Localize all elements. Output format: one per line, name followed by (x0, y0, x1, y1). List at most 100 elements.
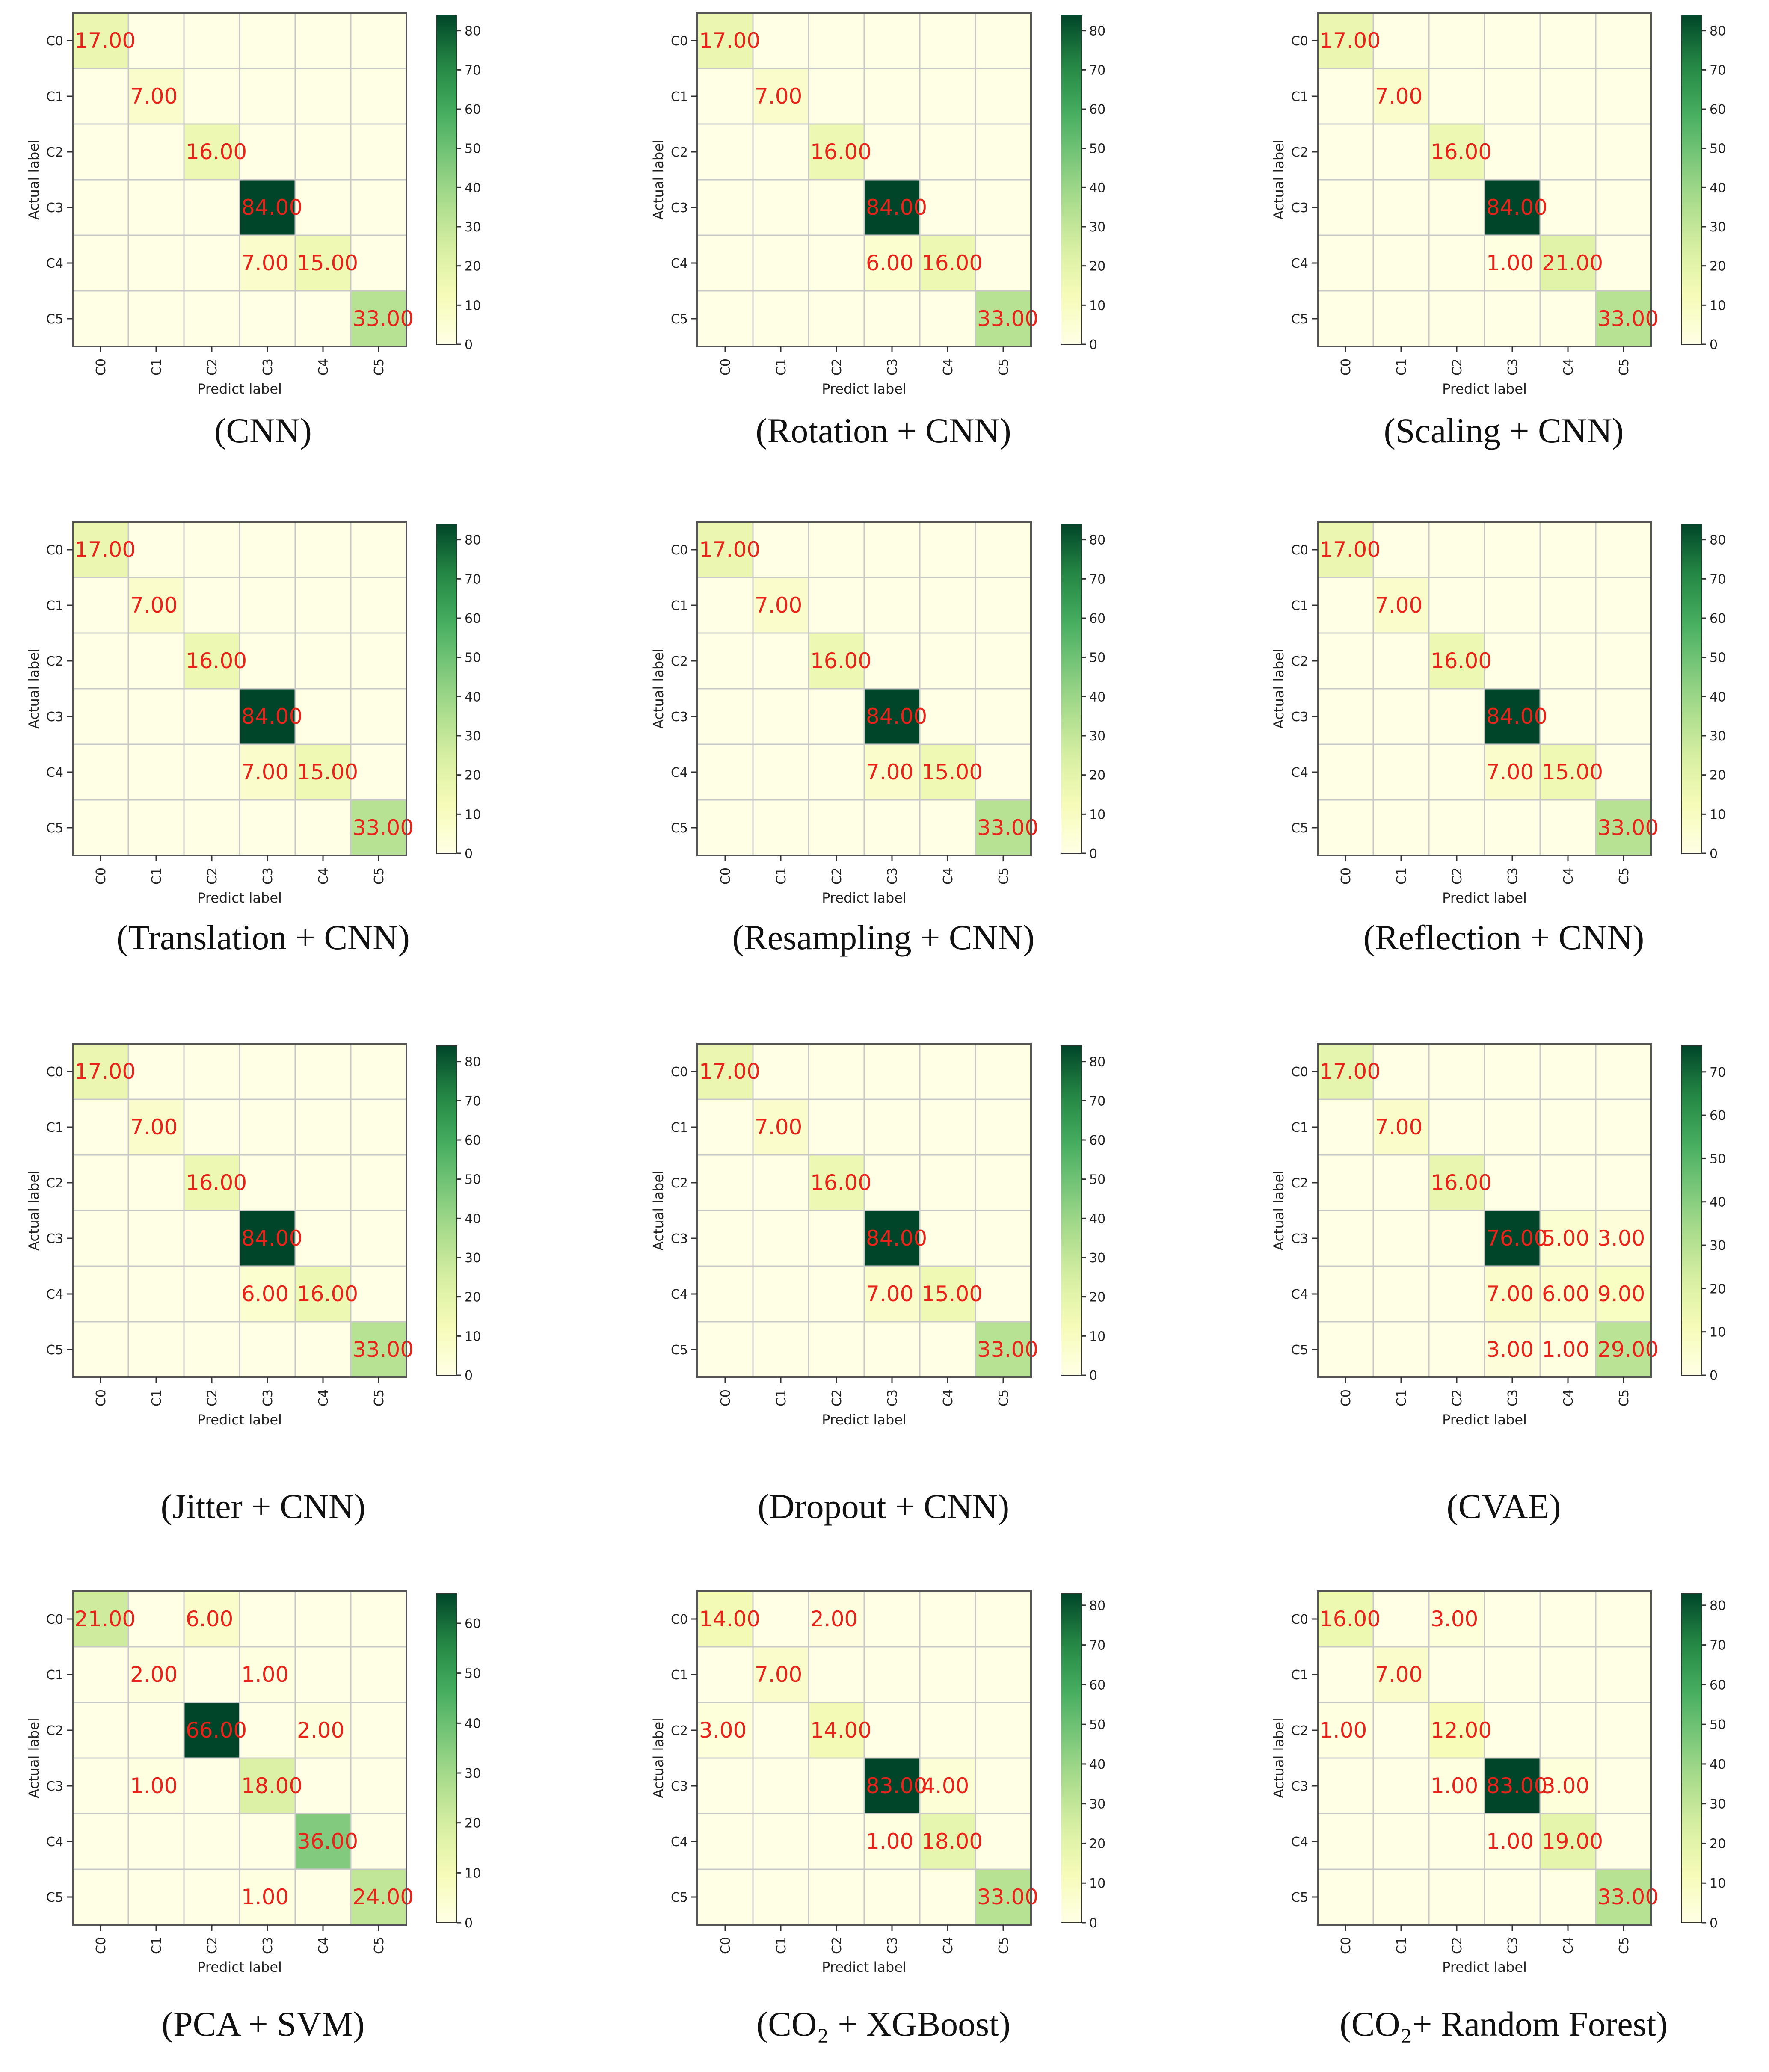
matrix-cell (183, 521, 240, 578)
y-tick-label: C2 (1291, 145, 1308, 160)
x-tick-label: C3 (261, 1389, 276, 1406)
matrix-cell (919, 799, 976, 856)
matrix-cell (863, 799, 921, 856)
matrix-cell (975, 743, 1032, 801)
matrix-cell (919, 1154, 976, 1211)
matrix-cell (863, 1702, 921, 1759)
matrix-cell (127, 123, 185, 181)
confusion-matrix-5: 17.00 7.00 16.00 84.00 7.00 15.00 33.00 C0 C1 C2 C… (650, 521, 1105, 906)
matrix-cell (1539, 1702, 1597, 1759)
matrix-cell (752, 234, 809, 292)
matrix-cell (1484, 632, 1541, 690)
matrix-cell (183, 234, 240, 292)
cell-value-label: 7.00 (1375, 1115, 1422, 1140)
colorbar-tick-label: 10 (465, 807, 481, 822)
matrix-cell (1372, 1210, 1430, 1267)
cell-value-label: 7.00 (1375, 1662, 1422, 1687)
x-axis-label: Predict label (822, 1959, 907, 1975)
matrix-cell (350, 521, 407, 578)
matrix-cell (1372, 1265, 1430, 1323)
matrix-cell (127, 743, 185, 801)
matrix-cell (863, 577, 921, 634)
matrix-cell (72, 290, 129, 347)
colorbar-tick-label: 20 (465, 768, 481, 783)
matrix-cell (350, 1210, 407, 1267)
matrix-cell (808, 68, 865, 125)
cell-value-label: 1.00 (1431, 1773, 1478, 1798)
matrix-cell (1595, 1868, 1652, 1926)
matrix-cell (696, 688, 754, 745)
matrix-cell (863, 632, 921, 690)
panel-caption: (Translation + CNN) (116, 918, 410, 957)
y-tick-label: C3 (671, 201, 688, 216)
colorbar-tick-label: 70 (1710, 63, 1726, 78)
y-tick-label: C4 (1291, 1287, 1308, 1302)
matrix-cell (696, 743, 754, 801)
panel-caption: (Scaling + CNN) (1384, 411, 1624, 450)
x-tick-label: C5 (372, 1937, 387, 1954)
colorbar-tick-label: 10 (1710, 807, 1726, 822)
matrix-cell (350, 68, 407, 125)
colorbar-tick-label: 10 (465, 298, 481, 313)
cell-value-label: 1.00 (866, 1829, 913, 1854)
cell-value-label: 7.00 (755, 593, 802, 618)
y-tick-label: C3 (46, 1779, 63, 1794)
x-tick-label: C5 (996, 867, 1011, 885)
cell-value-label: 7.00 (755, 1662, 802, 1687)
matrix-cell (72, 68, 129, 125)
x-tick-label: C1 (149, 358, 164, 376)
cell-value-label: 15.00 (1542, 760, 1603, 784)
colorbar (1061, 524, 1082, 854)
matrix-cell (1428, 688, 1485, 745)
y-tick-label: C1 (671, 89, 688, 104)
colorbar-tick-label: 20 (465, 1816, 481, 1831)
cell-value-label: 17.00 (1319, 1059, 1381, 1084)
colorbar-tick-label: 60 (1089, 1133, 1105, 1148)
y-axis-label: Actual label (650, 648, 667, 729)
matrix-cell (1317, 1646, 1374, 1703)
matrix-cell (863, 743, 921, 801)
matrix-cell (72, 1321, 129, 1378)
matrix-cell (239, 1646, 296, 1703)
confusion-matrix-6: 17.00 7.00 16.00 84.00 7.00 15.00 33.00 C0 C1 C2 C… (1271, 521, 1726, 906)
matrix-cell (1595, 234, 1652, 292)
matrix-cell (239, 1813, 296, 1870)
matrix-frame (72, 1043, 407, 1378)
x-tick-label: C1 (149, 867, 164, 885)
matrix-cell (239, 1098, 296, 1156)
matrix-cell (1428, 179, 1485, 236)
colorbar-tick-label: 50 (1089, 142, 1105, 157)
cell-value-label: 21.00 (1542, 251, 1603, 275)
y-tick-label: C3 (46, 710, 63, 725)
matrix-cell (294, 1210, 352, 1267)
x-tick-label: C3 (885, 1937, 900, 1954)
matrix-cell (863, 1813, 921, 1870)
x-tick-label: C2 (830, 867, 844, 885)
matrix-cell (294, 1813, 352, 1870)
colorbar-tick-label: 0 (465, 1916, 473, 1931)
x-tick-label: C1 (1394, 867, 1409, 885)
x-tick-label: C2 (830, 1389, 844, 1406)
x-axis-label: Predict label (822, 381, 907, 397)
matrix-cell (1484, 1321, 1541, 1378)
matrix-cell (1317, 688, 1374, 745)
y-tick-label: C0 (1291, 1612, 1308, 1627)
cell-value-label: 2.00 (297, 1718, 344, 1743)
matrix-cell (696, 123, 754, 181)
colorbar (436, 1045, 457, 1376)
colorbar-tick-label: 20 (1710, 768, 1726, 783)
matrix-frame (696, 1043, 1032, 1378)
cell-value-label: 84.00 (866, 195, 927, 220)
cell-value-label: 33.00 (353, 306, 414, 331)
matrix-cell (1428, 1757, 1485, 1814)
y-axis-label: Actual label (26, 648, 42, 729)
y-tick-label: C2 (671, 145, 688, 160)
matrix-cell (127, 632, 185, 690)
matrix-cell (863, 1154, 921, 1211)
x-tick-label: C2 (830, 358, 844, 376)
matrix-cell (127, 179, 185, 236)
colorbar-tick-label: 0 (1089, 847, 1097, 861)
cell-value-label: 6.00 (866, 251, 913, 275)
matrix-cell (919, 12, 976, 69)
